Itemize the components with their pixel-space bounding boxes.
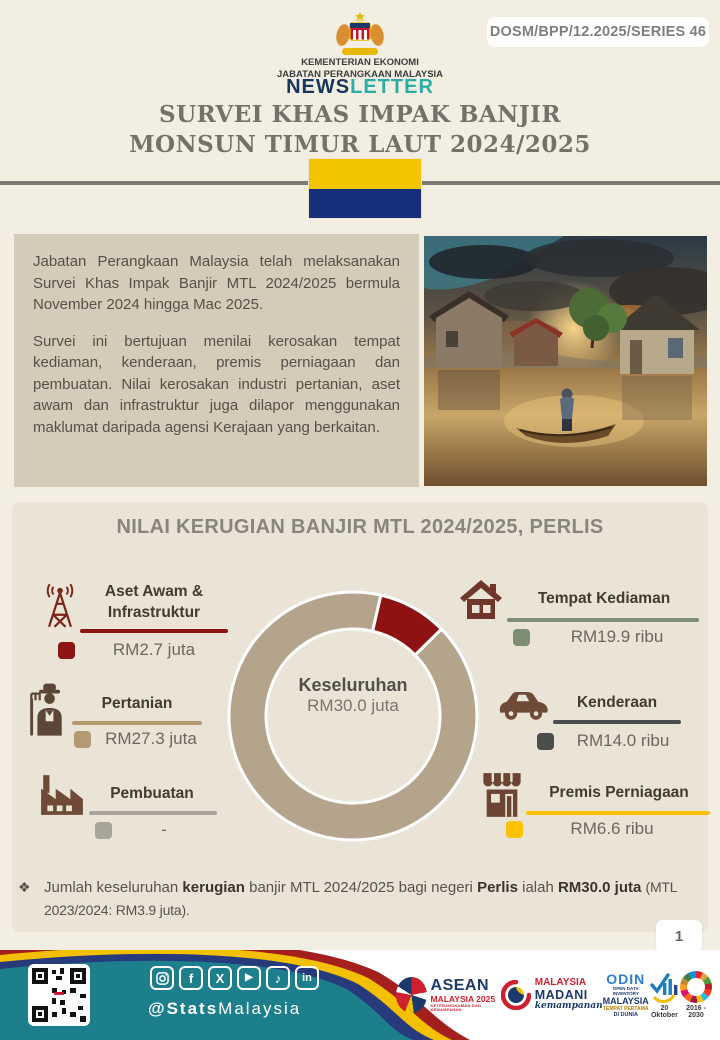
stat-kenderaan: Kenderaan RM14.0 ribu xyxy=(495,684,710,762)
tree xyxy=(569,288,627,349)
house-icon xyxy=(460,580,502,619)
stat-label: Kenderaan xyxy=(576,694,658,711)
youtube-icon[interactable]: ▶ xyxy=(237,966,261,990)
boat-and-person xyxy=(516,388,616,443)
stat-underline xyxy=(89,811,217,815)
sdg-wheel-icon xyxy=(680,970,712,1003)
facebook-icon[interactable]: f xyxy=(179,966,203,990)
legend-swatch xyxy=(74,731,91,748)
legend-swatch xyxy=(95,822,112,839)
ministry-line: KEMENTERIAN EKONOMI JABATAN PERANGKAAN M… xyxy=(0,57,720,80)
stat-value: RM14.0 ribu xyxy=(576,731,670,750)
right-house xyxy=(612,294,700,374)
left-houses xyxy=(429,291,563,368)
intro-paragraph-2: Survei ini bertujuan menilai kerosakan t… xyxy=(33,332,400,436)
donut-chart xyxy=(227,590,479,842)
diamond-bullet-icon: ❖ xyxy=(18,879,31,895)
shop-icon xyxy=(483,773,521,817)
malaysia-madani-logo: MALAYSIA MADANI kemampanan xyxy=(500,978,603,1011)
qr-code[interactable] xyxy=(28,964,90,1026)
stat-label: Tempat Kediaman xyxy=(537,590,671,607)
stat-label: Infrastruktur xyxy=(107,604,201,621)
summary-note-text: Jumlah keseluruhan kerugian banjir MTL 2… xyxy=(44,879,677,918)
x-twitter-icon[interactable]: X xyxy=(208,966,232,990)
department-name: JABATAN PERANGKAAN MALAYSIA xyxy=(276,68,444,80)
stat-label: Premis Perniagaan xyxy=(549,784,689,801)
stat-value: - xyxy=(161,820,167,839)
stat-aset-awam: Aset Awam & Infrastruktur RM2.7 juta xyxy=(30,580,230,672)
madani-mark-icon xyxy=(500,980,531,1010)
donut-slice-pertanian xyxy=(227,590,479,842)
stat-label: Pertanian xyxy=(101,695,173,712)
intro-paragraph-1: Jabatan Perangkaan Malaysia telah melaks… xyxy=(33,253,400,313)
stat-underline xyxy=(80,629,228,633)
statistics-day-logo: 20 Oktober xyxy=(649,971,680,1020)
instagram-icon[interactable] xyxy=(150,966,174,990)
asean-swirl-icon xyxy=(396,977,427,1013)
flood-photo xyxy=(424,236,707,486)
factory-icon xyxy=(41,775,83,815)
stat-label: Pembuatan xyxy=(110,785,194,802)
legend-swatch xyxy=(58,642,75,659)
social-icons-row: f X ▶ ♪ in xyxy=(150,966,319,990)
intro-text-box: Jabatan Perangkaan Malaysia telah melaks… xyxy=(14,234,419,487)
tiktok-icon[interactable]: ♪ xyxy=(266,966,290,990)
sdg-logo: 2016 - 2030 xyxy=(680,970,712,1020)
car-icon xyxy=(499,692,548,720)
partner-logos: ASEAN MALAYSIA 2025 KETERANGKUMAN DAN KE… xyxy=(396,960,712,1030)
summary-note: ❖ Jumlah keseluruhan kerugian banjir MTL… xyxy=(18,876,686,922)
stat-label: Aset Awam & xyxy=(104,583,204,600)
footer-curve-graphic xyxy=(0,950,470,1040)
legend-swatch xyxy=(513,629,530,646)
newsletter-wordmark: NEWSLETTER xyxy=(286,76,434,98)
stat-underline xyxy=(553,720,681,724)
stat-value: RM19.9 ribu xyxy=(570,627,664,646)
chart-title: NILAI KERUGIAN BANJIR MTL 2024/2025, PER… xyxy=(116,516,604,538)
statistics-day-icon xyxy=(650,972,678,1003)
stat-pertanian: Pertanian RM27.3 juta xyxy=(22,680,212,760)
legend-swatch xyxy=(537,733,554,750)
page-title: SURVEI KHAS IMPAK BANJIR MONSUN TIMUR LA… xyxy=(129,101,591,158)
page-number-badge: 1 xyxy=(656,920,702,953)
linkedin-icon[interactable]: in xyxy=(295,966,319,990)
stat-underline xyxy=(507,618,699,622)
donut-center-label: Keseluruhan RM30.0 juta xyxy=(298,675,408,715)
legend-swatch xyxy=(506,821,523,838)
stat-value: RM2.7 juta xyxy=(112,640,196,659)
stat-pembuatan: Pembuatan - xyxy=(35,772,220,852)
social-handle: @StatsMalaysia xyxy=(148,999,302,1018)
stat-value: RM27.3 juta xyxy=(105,729,197,748)
stat-premis-perniagaan: Premis Perniagaan RM6.6 ribu xyxy=(478,770,710,850)
odin-logo: ODIN OPEN DATA INVENTORY MALAYSIA TEMPAT… xyxy=(602,970,649,1019)
perlis-flag xyxy=(309,159,421,218)
radio-tower-icon xyxy=(46,583,74,628)
footer: f X ▶ ♪ in @StatsMalaysia ASEAN MALAYSIA… xyxy=(0,950,720,1040)
malaysia-coat-of-arms-icon xyxy=(336,12,384,55)
farmer-icon xyxy=(30,683,62,736)
donut-slice-aset-awam xyxy=(371,593,443,657)
stat-value: RM6.6 ribu xyxy=(570,819,654,838)
ministry-name: KEMENTERIAN EKONOMI xyxy=(301,57,419,68)
asean-2025-logo: ASEAN MALAYSIA 2025 KETERANGKUMAN DAN KE… xyxy=(396,977,501,1013)
stat-tempat-kediaman: Tempat Kediaman RM19.9 ribu xyxy=(455,576,705,662)
stat-underline xyxy=(526,811,710,815)
reflections xyxy=(438,370,692,420)
chart-section: NILAI KERUGIAN BANJIR MTL 2024/2025, PER… xyxy=(12,502,708,932)
stat-underline xyxy=(72,721,202,725)
doc-number-badge: DOSM/BPP/12.2025/SERIES 46 xyxy=(487,17,709,47)
